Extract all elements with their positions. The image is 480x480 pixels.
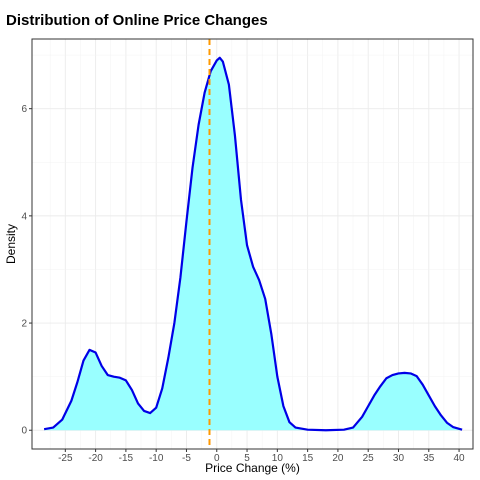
x-tick-label: -5 <box>182 453 191 464</box>
x-tick-label: 5 <box>244 453 250 464</box>
density-curve <box>43 56 463 432</box>
x-tick-label: -15 <box>119 453 134 464</box>
x-tick-label: 0 <box>214 453 220 464</box>
x-tick-label: 25 <box>363 453 375 464</box>
x-tick-label: -20 <box>88 453 103 464</box>
x-tick-label: 35 <box>423 453 435 464</box>
y-axis-title: Density <box>4 224 18 264</box>
y-tick-label: 6 <box>21 104 27 115</box>
density-area-fill <box>44 57 463 431</box>
y-tick-label: 0 <box>21 426 27 437</box>
x-axis-title: Price Change (%) <box>205 461 300 475</box>
x-tick-label: -25 <box>58 453 73 464</box>
panel-border <box>31 38 474 450</box>
x-tick-label: -10 <box>149 453 164 464</box>
x-tick-label: 40 <box>454 453 466 464</box>
chart-title: Distribution of Online Price Changes <box>6 12 268 29</box>
density-area-layer <box>43 56 463 432</box>
y-tick-label: 2 <box>21 319 27 330</box>
y-tick-label: 4 <box>21 211 27 222</box>
x-tick-label: 15 <box>302 453 314 464</box>
x-tick-label: 10 <box>272 453 284 464</box>
x-tick-label: 20 <box>332 453 344 464</box>
x-tick-label: 30 <box>393 453 405 464</box>
axis-layer: -25 -20 -15 -10 -5 0 5 10 15 20 25 30 35 40 0 2 4 6 <box>21 104 465 464</box>
